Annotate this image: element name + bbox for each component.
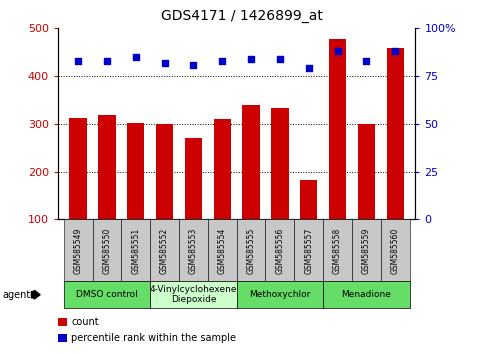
Text: count: count <box>71 317 99 327</box>
Bar <box>300 180 317 219</box>
Text: DMSO control: DMSO control <box>76 290 138 299</box>
Text: GSM585549: GSM585549 <box>73 227 83 274</box>
Text: GSM585551: GSM585551 <box>131 227 140 274</box>
Point <box>189 62 197 68</box>
Bar <box>213 119 231 219</box>
Text: GSM585560: GSM585560 <box>391 227 400 274</box>
Text: GSM585555: GSM585555 <box>247 227 256 274</box>
Point <box>218 58 226 64</box>
Text: Menadione: Menadione <box>341 290 391 299</box>
Bar <box>99 115 115 219</box>
Text: GSM585557: GSM585557 <box>304 227 313 274</box>
Text: GSM585552: GSM585552 <box>160 227 169 274</box>
Text: percentile rank within the sample: percentile rank within the sample <box>71 333 237 343</box>
Bar <box>242 105 260 219</box>
Text: GSM585558: GSM585558 <box>333 227 342 274</box>
Point <box>391 48 399 54</box>
Bar <box>70 118 87 219</box>
Point <box>103 58 111 64</box>
Point <box>276 56 284 62</box>
Text: GSM585556: GSM585556 <box>275 227 284 274</box>
Text: agent: agent <box>2 290 30 300</box>
Point <box>161 60 169 65</box>
Bar <box>271 108 288 219</box>
Point <box>363 58 370 64</box>
Text: GDS4171 / 1426899_at: GDS4171 / 1426899_at <box>160 9 323 23</box>
Text: 4-Vinylcyclohexene
Diepoxide: 4-Vinylcyclohexene Diepoxide <box>150 285 237 304</box>
Text: GSM585554: GSM585554 <box>218 227 227 274</box>
Bar <box>358 124 375 219</box>
Point <box>334 48 341 54</box>
Point <box>305 65 313 71</box>
Bar <box>156 124 173 219</box>
Point <box>247 56 255 62</box>
Text: Methoxychlor: Methoxychlor <box>249 290 311 299</box>
Bar <box>127 124 144 219</box>
Bar <box>386 48 404 219</box>
Point <box>74 58 82 64</box>
Text: GSM585550: GSM585550 <box>102 227 112 274</box>
Text: GSM585559: GSM585559 <box>362 227 371 274</box>
Bar <box>329 39 346 219</box>
Bar <box>185 138 202 219</box>
Text: GSM585553: GSM585553 <box>189 227 198 274</box>
Point <box>132 54 140 60</box>
